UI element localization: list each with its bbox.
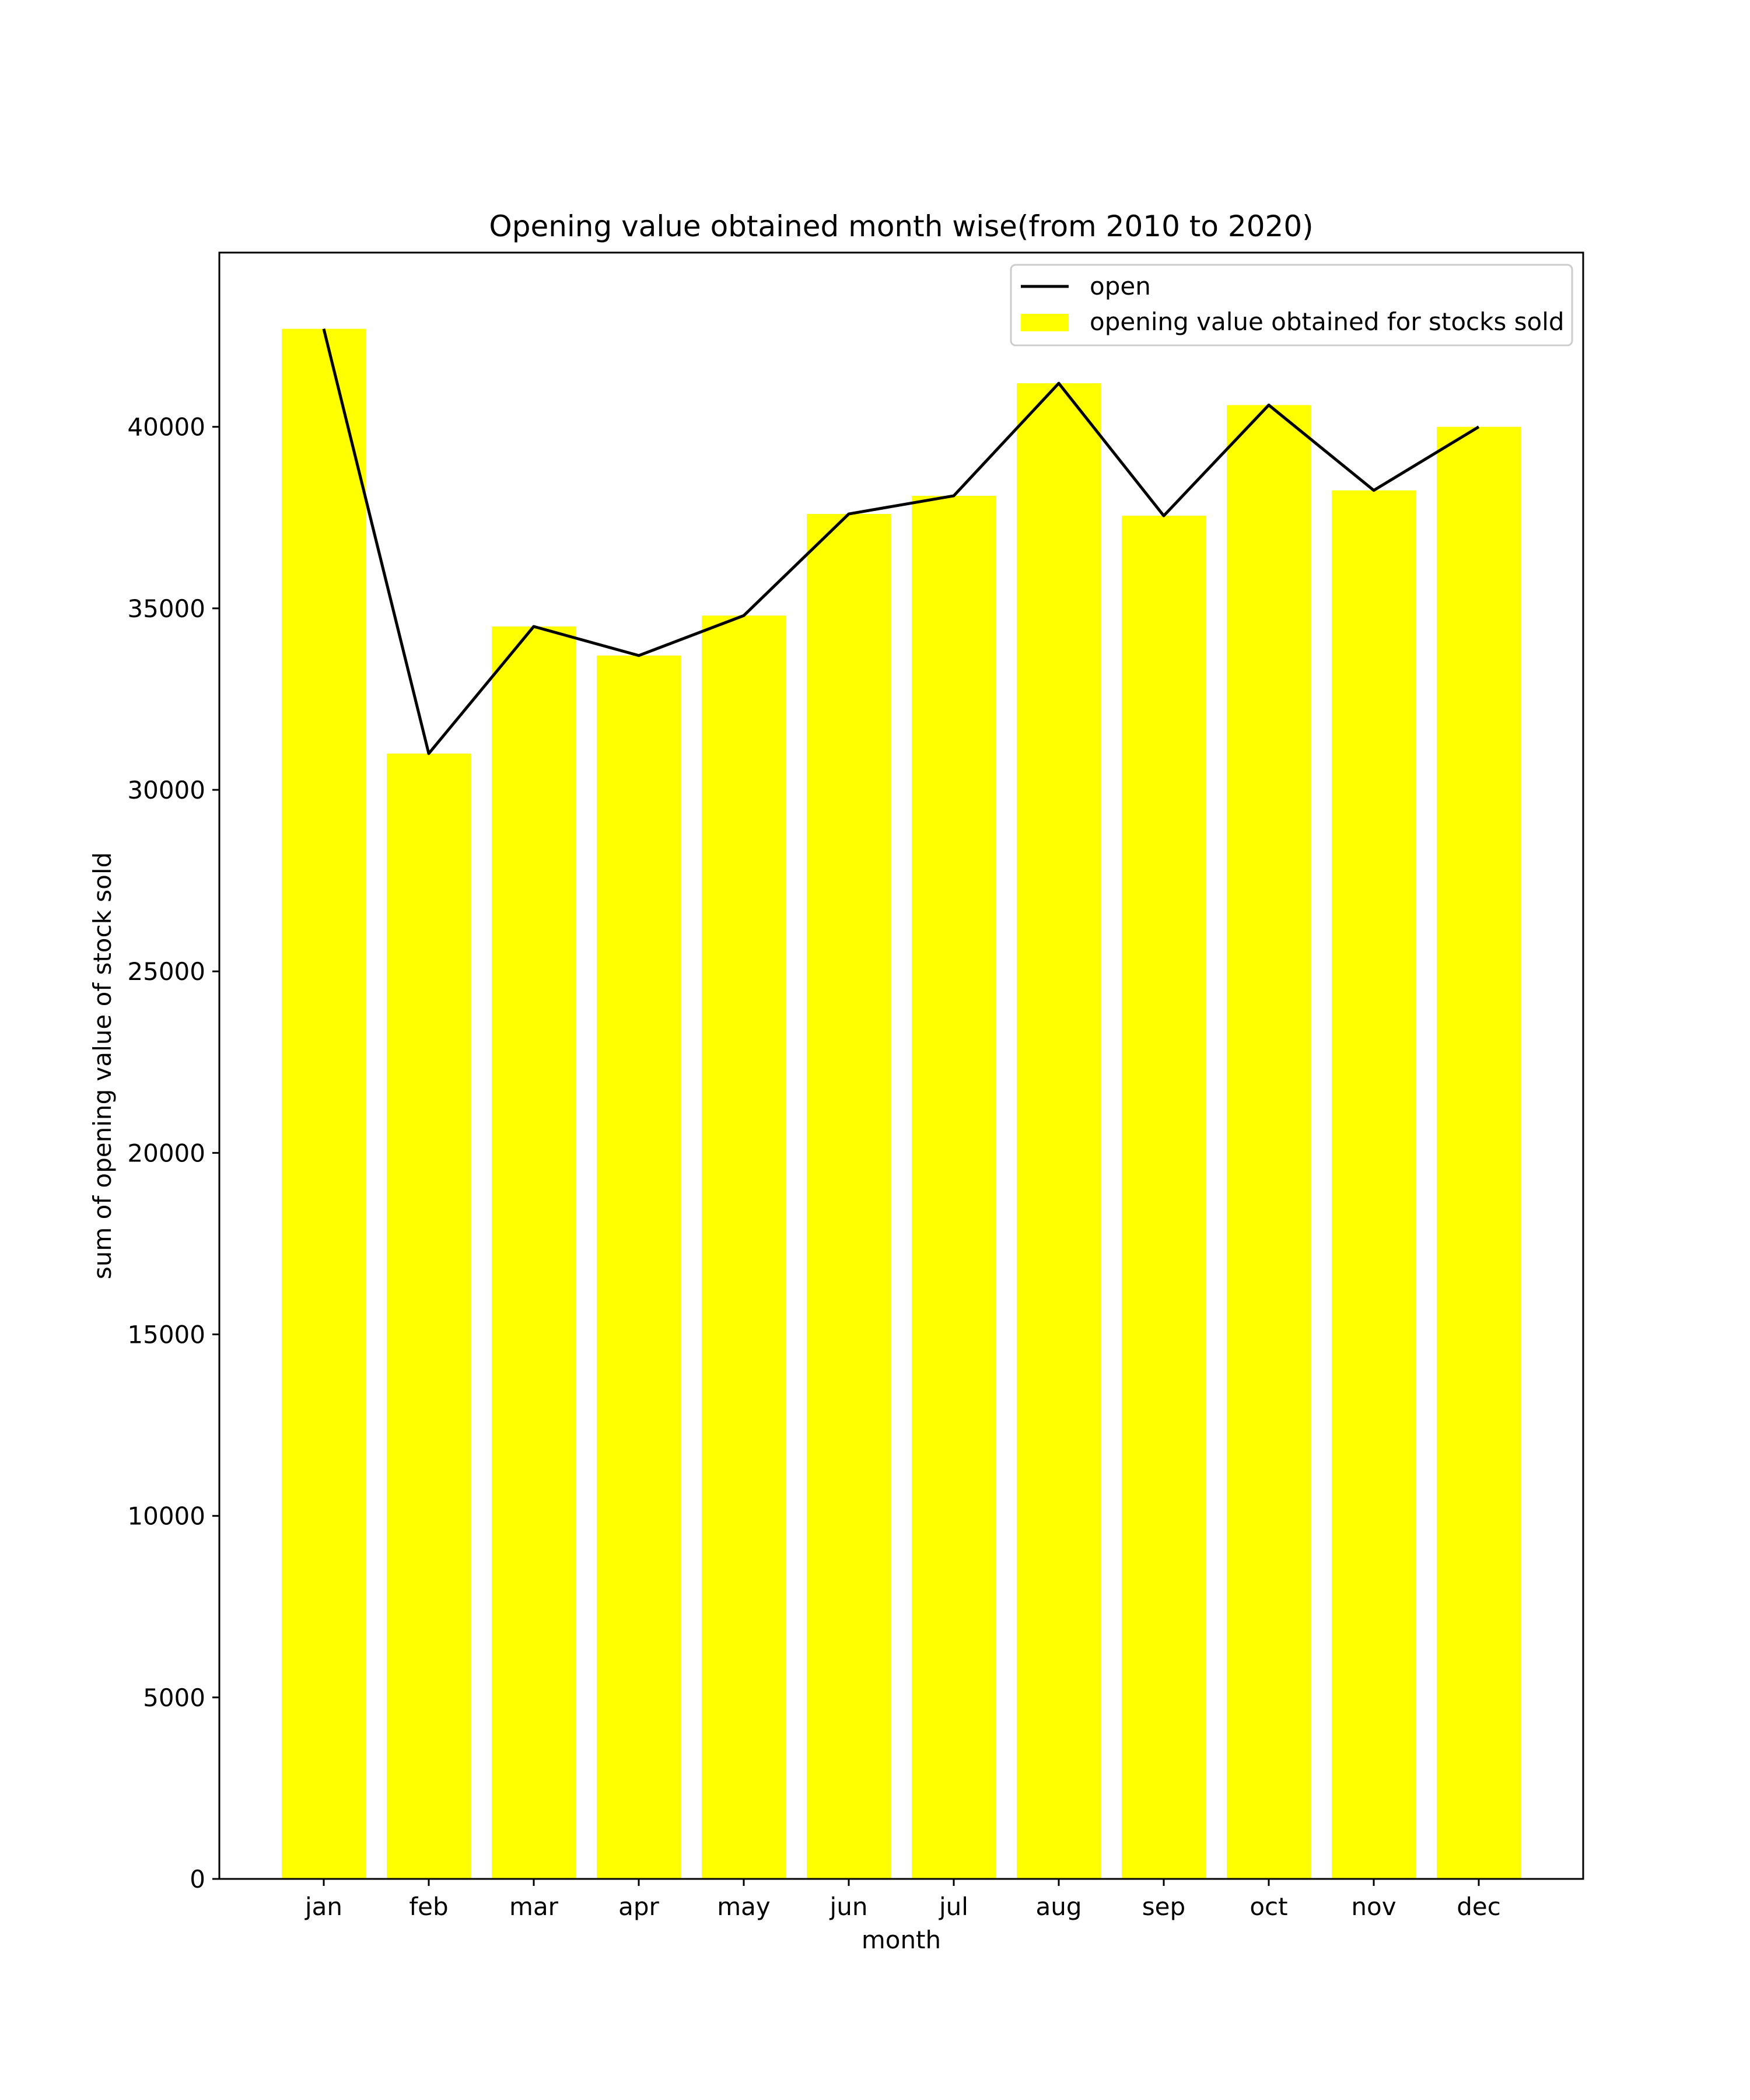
bar-oct	[1227, 405, 1311, 1879]
y-tick-label: 15000	[127, 1321, 205, 1349]
x-tick-label-may: may	[717, 1892, 771, 1921]
y-tick-label: 20000	[127, 1139, 205, 1167]
x-tick-label-jun: jun	[830, 1892, 868, 1921]
bar-apr	[597, 655, 681, 1879]
legend-label-bars: opening value obtained for stocks sold	[1090, 307, 1564, 336]
y-tick-label: 35000	[127, 594, 205, 623]
legend-label-open: open	[1090, 272, 1151, 300]
x-tick-label-feb: feb	[409, 1892, 448, 1921]
x-tick-label-aug: aug	[1035, 1892, 1082, 1921]
bar-may	[702, 615, 786, 1880]
y-axis: 0 5000 10000 15000 20000 25000 30000 35000 40000	[127, 413, 219, 1894]
bar-jan	[282, 328, 366, 1879]
y-axis-label: sum of opening value of stock sold	[88, 852, 117, 1279]
x-tick-label-jul: jul	[939, 1892, 968, 1921]
y-tick-label: 40000	[127, 413, 205, 442]
bar-jul	[912, 495, 996, 1880]
bar-dec	[1437, 426, 1521, 1879]
y-tick-label: 30000	[127, 776, 205, 804]
x-tick-label-jan: jan	[304, 1892, 342, 1921]
bar-nov	[1332, 490, 1416, 1879]
bars-group	[282, 328, 1521, 1880]
bar-jun	[807, 514, 891, 1880]
y-tick-label: 0	[190, 1865, 205, 1894]
bar-sep	[1122, 516, 1206, 1879]
x-axis: jan feb mar apr may jun jul aug sep oct nov dec	[304, 1879, 1501, 1921]
chart-title: Opening value obtained month wise(from 2…	[489, 209, 1313, 243]
y-tick-label: 5000	[143, 1684, 205, 1712]
y-tick-label: 10000	[127, 1502, 205, 1531]
legend: open opening value obtained for stocks s…	[1010, 264, 1573, 346]
series-line-open	[322, 328, 1480, 755]
x-axis-label: month	[862, 1926, 941, 1954]
plot-area-frame	[218, 251, 1584, 1880]
legend-frame	[1010, 264, 1573, 346]
bar-aug	[1017, 383, 1101, 1880]
y-tick-label: 25000	[127, 957, 205, 986]
x-tick-label-mar: mar	[509, 1892, 559, 1921]
x-tick-label-apr: apr	[618, 1892, 659, 1921]
bar-mar	[492, 626, 576, 1879]
x-tick-label-oct: oct	[1250, 1892, 1287, 1921]
x-tick-label-sep: sep	[1142, 1892, 1185, 1921]
bar-feb	[387, 753, 471, 1879]
legend-bar-swatch	[1021, 314, 1069, 331]
x-tick-label-nov: nov	[1351, 1892, 1396, 1921]
x-tick-label-dec: dec	[1457, 1892, 1501, 1921]
line-group	[322, 328, 1480, 755]
